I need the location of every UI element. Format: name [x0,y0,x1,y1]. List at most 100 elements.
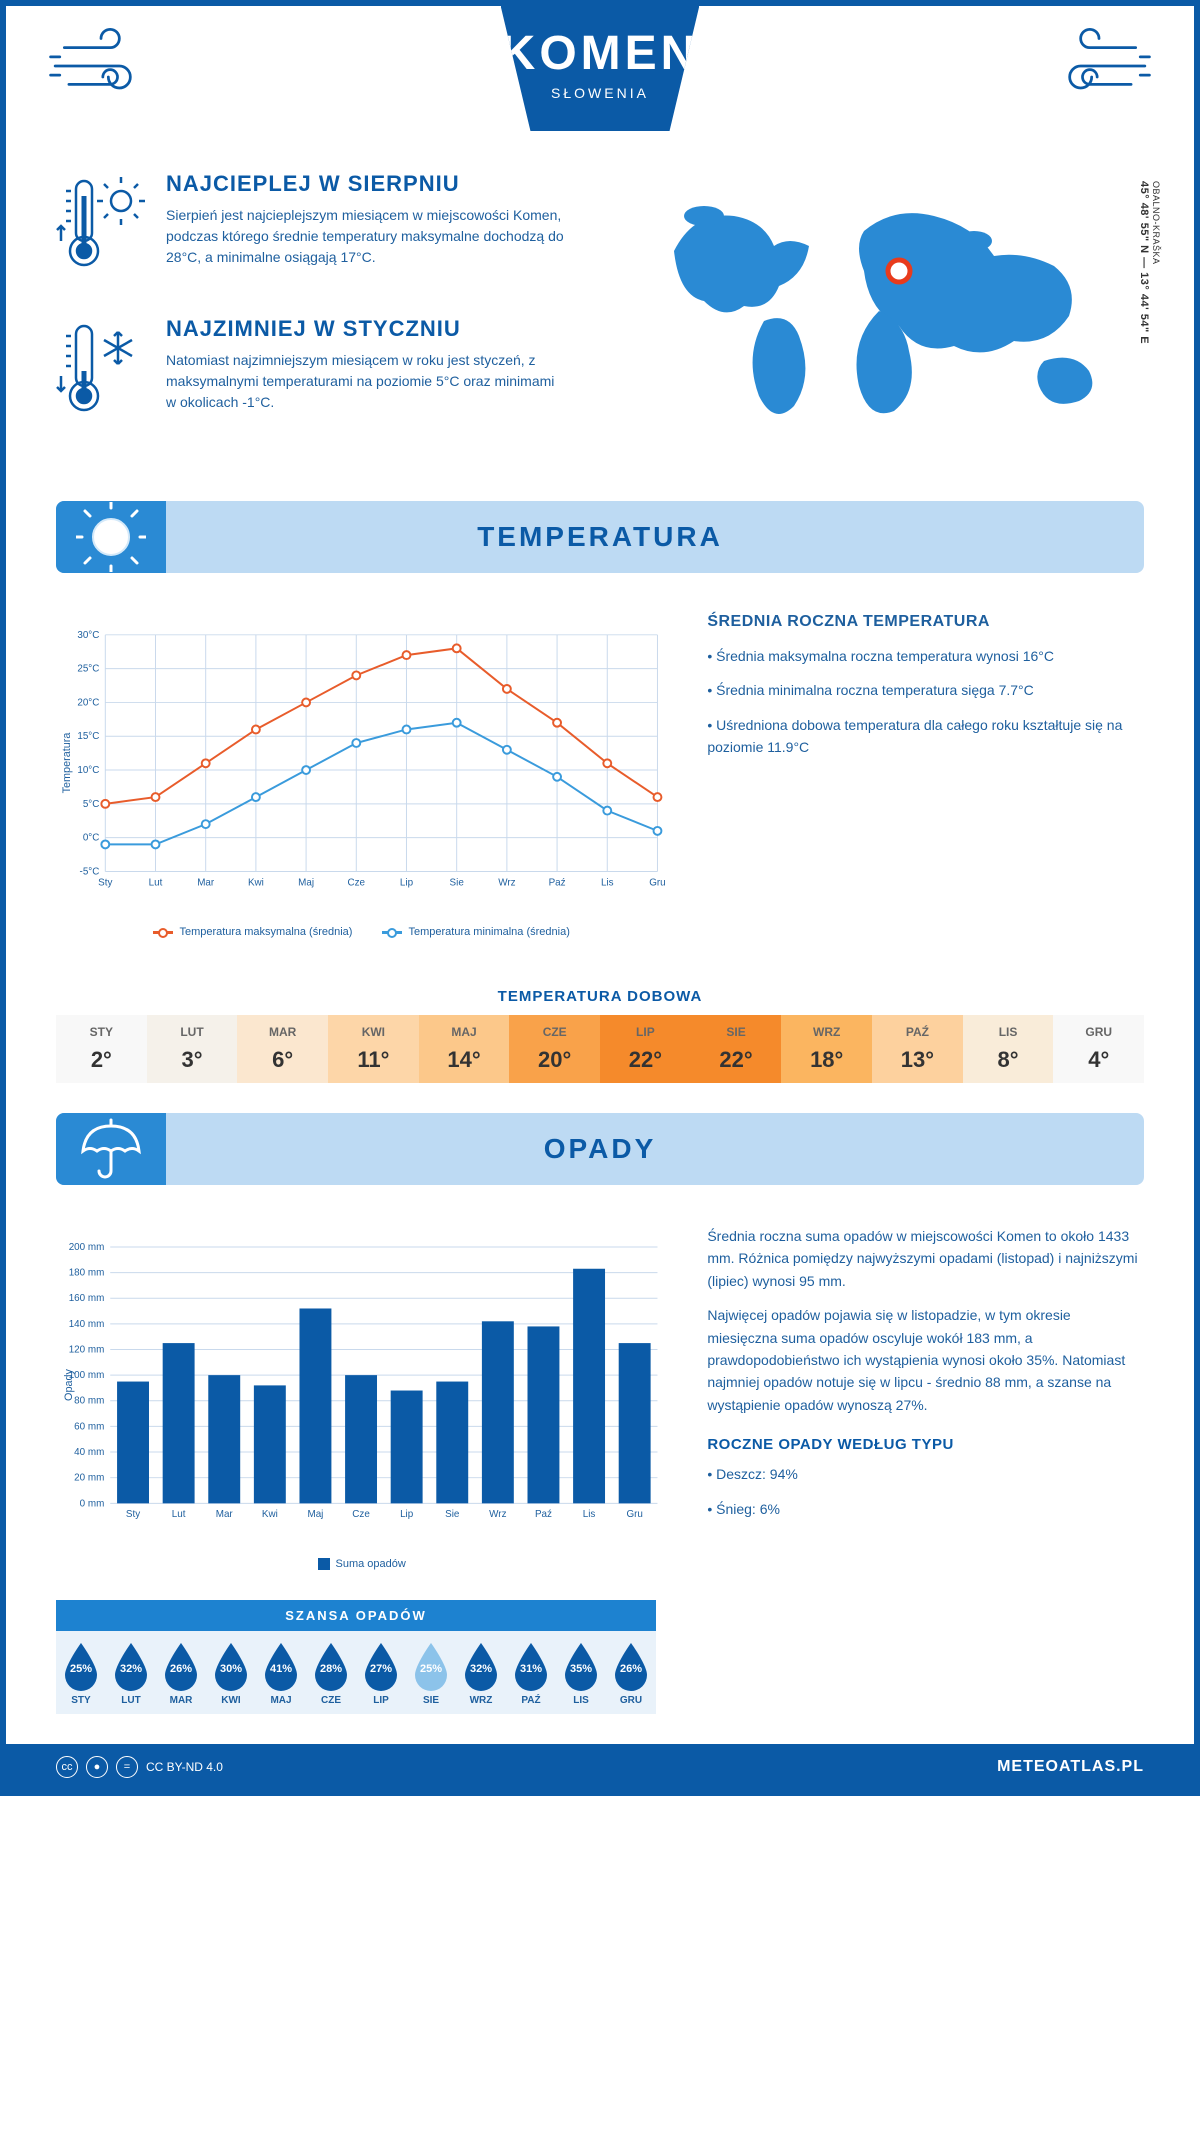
svg-text:Paź: Paź [535,1509,552,1520]
annual-b2: • Średnia minimalna roczna temperatura s… [707,679,1144,701]
drop-icon: 41% [261,1641,301,1691]
cc-icon: cc [56,1756,78,1778]
chance-cell: 30% KWI [206,1631,256,1714]
daily-cell: LUT 3° [147,1015,238,1083]
drop-icon: 25% [411,1641,451,1691]
svg-text:Lut: Lut [172,1509,186,1520]
daily-cell: LIP 22° [600,1015,691,1083]
drop-icon: 32% [461,1641,501,1691]
drop-icon: 30% [211,1641,251,1691]
svg-text:0°C: 0°C [83,833,100,844]
precip-title: OPADY [56,1133,1144,1165]
chance-cell: 32% WRZ [456,1631,506,1714]
region-label: OBALNO-KRAŠKA [1151,181,1161,265]
precip-text1: Średnia roczna suma opadów w miejscowośc… [707,1225,1144,1292]
svg-text:Mar: Mar [216,1509,234,1520]
daily-cell: SIE 22° [691,1015,782,1083]
daily-cell: MAR 6° [237,1015,328,1083]
temp-info-col: ŚREDNIA ROCZNA TEMPERATURA • Średnia mak… [707,613,1144,938]
umbrella-icon [56,1113,166,1185]
temperature-section-header: TEMPERATURA [56,501,1144,573]
svg-text:Lis: Lis [583,1509,596,1520]
daily-cell: PAŹ 13° [872,1015,963,1083]
svg-text:Opady: Opady [63,1368,75,1400]
svg-text:140 mm: 140 mm [69,1319,105,1330]
svg-text:0 mm: 0 mm [80,1498,105,1509]
precip-info-col: Średnia roczna suma opadów w miejscowośc… [707,1225,1144,1570]
svg-text:40 mm: 40 mm [74,1447,104,1458]
svg-text:Gru: Gru [649,877,665,888]
svg-text:Kwi: Kwi [262,1509,278,1520]
wind-icon-left [46,21,156,116]
chance-cell: 35% LIS [556,1631,606,1714]
chance-cell: 31% PAŹ [506,1631,556,1714]
world-map-icon [644,171,1144,456]
svg-text:60 mm: 60 mm [74,1421,104,1432]
svg-text:5°C: 5°C [83,799,100,810]
coldest-desc: Natomiast najzimniejszym miesiącem w rok… [166,350,566,413]
chance-cell: 25% STY [56,1631,106,1714]
svg-text:200 mm: 200 mm [69,1242,105,1253]
temperature-body: -5°C0°C5°C10°C15°C20°C25°C30°CStyLutMarK… [6,583,1194,968]
header-row: KOMEN SŁOWENIA [6,6,1194,131]
svg-text:Paź: Paź [549,877,566,888]
license-text: CC BY-ND 4.0 [146,1760,223,1774]
precip-chance-table: SZANSA OPADÓW 25% STY 32% LUT 26% MAR 30… [56,1600,656,1714]
svg-text:Mar: Mar [197,877,215,888]
precip-section-header: OPADY [56,1113,1144,1185]
drop-icon: 26% [611,1641,651,1691]
svg-text:Maj: Maj [298,877,314,888]
precip-type-b2: • Śnieg: 6% [707,1498,1144,1520]
svg-text:Lip: Lip [400,1509,414,1520]
map-block: OBALNO-KRAŠKA 45° 48' 55" N — 13° 44' 54… [644,171,1144,461]
svg-text:Lip: Lip [400,877,414,888]
daily-cell: GRU 4° [1053,1015,1144,1083]
drop-icon: 25% [61,1641,101,1691]
chance-cell: 28% CZE [306,1631,356,1714]
chance-cell: 25% SIE [406,1631,456,1714]
drop-icon: 26% [161,1641,201,1691]
drop-icon: 27% [361,1641,401,1691]
chance-cell: 27% LIP [356,1631,406,1714]
svg-text:Wrz: Wrz [489,1509,506,1520]
temp-chart-col: -5°C0°C5°C10°C15°C20°C25°C30°CStyLutMarK… [56,613,667,938]
nd-icon: = [116,1756,138,1778]
temp-legend: Temperatura maksymalna (średnia) Tempera… [56,926,667,938]
warmest-desc: Sierpień jest najcieplejszym miesiącem w… [166,205,566,268]
chance-title: SZANSA OPADÓW [56,1600,656,1631]
svg-text:20 mm: 20 mm [74,1473,104,1484]
daily-cell: KWI 11° [328,1015,419,1083]
svg-text:30°C: 30°C [77,630,99,641]
annual-temp-title: ŚREDNIA ROCZNA TEMPERATURA [707,613,1144,631]
precip-body: 0 mm20 mm40 mm60 mm80 mm100 mm120 mm140 … [6,1195,1194,1590]
drop-icon: 35% [561,1641,601,1691]
temperature-title: TEMPERATURA [56,521,1144,553]
daily-cell: WRZ 18° [781,1015,872,1083]
chance-cell: 32% LUT [106,1631,156,1714]
precip-chart-col: 0 mm20 mm40 mm60 mm80 mm100 mm120 mm140 … [56,1225,667,1570]
daily-cell: LIS 8° [963,1015,1054,1083]
precip-type-block: ROCZNE OPADY WEDŁUG TYPU • Deszcz: 94% •… [707,1436,1144,1520]
drop-icon: 28% [311,1641,351,1691]
svg-text:Sty: Sty [126,1509,140,1520]
warmest-text: NAJCIEPLEJ W SIERPNIU Sierpień jest najc… [166,171,566,286]
svg-text:-5°C: -5°C [80,866,100,877]
chance-cell: 26% GRU [606,1631,656,1714]
precip-text2: Najwięcej opadów pojawia się w listopadz… [707,1304,1144,1416]
svg-text:180 mm: 180 mm [69,1268,105,1279]
svg-text:Gru: Gru [626,1509,642,1520]
svg-text:15°C: 15°C [77,731,99,742]
annual-b3: • Uśredniona dobowa temperatura dla całe… [707,714,1144,759]
coldest-text: NAJZIMNIEJ W STYCZNIU Natomiast najzimni… [166,316,566,431]
legend-max: Temperatura maksymalna (średnia) [153,926,352,938]
precip-legend: Suma opadów [56,1558,667,1570]
license-block: cc ● = CC BY-ND 4.0 [56,1756,223,1778]
svg-text:Sie: Sie [450,877,465,888]
wind-icon-right [1044,21,1154,116]
svg-text:120 mm: 120 mm [69,1344,105,1355]
svg-text:Cze: Cze [348,877,366,888]
intro-section: NAJCIEPLEJ W SIERPNIU Sierpień jest najc… [6,131,1194,491]
daily-temp-table: STY 2° LUT 3° MAR 6° KWI 11° MAJ 14° CZE… [56,1015,1144,1083]
drop-icon: 32% [111,1641,151,1691]
svg-text:80 mm: 80 mm [74,1396,104,1407]
